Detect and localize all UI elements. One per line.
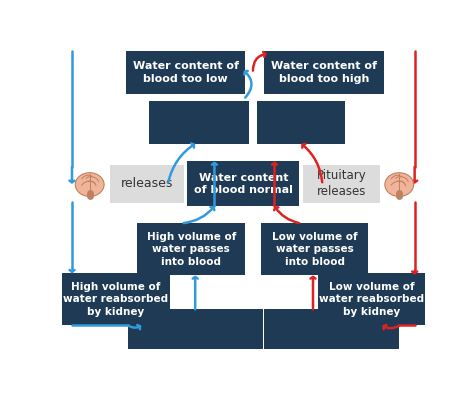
FancyBboxPatch shape bbox=[264, 309, 399, 349]
FancyBboxPatch shape bbox=[188, 162, 299, 206]
Text: Low volume of
water passes
into blood: Low volume of water passes into blood bbox=[272, 232, 357, 267]
FancyBboxPatch shape bbox=[126, 51, 245, 94]
Text: releases: releases bbox=[121, 177, 173, 190]
Text: Water content of
blood too low: Water content of blood too low bbox=[133, 61, 238, 84]
FancyBboxPatch shape bbox=[303, 165, 380, 203]
FancyBboxPatch shape bbox=[137, 223, 245, 276]
Ellipse shape bbox=[385, 173, 414, 196]
Text: High volume of
water passes
into blood: High volume of water passes into blood bbox=[146, 232, 236, 267]
FancyBboxPatch shape bbox=[261, 223, 368, 276]
FancyBboxPatch shape bbox=[319, 273, 425, 326]
FancyBboxPatch shape bbox=[264, 51, 384, 94]
FancyBboxPatch shape bbox=[110, 165, 183, 203]
FancyBboxPatch shape bbox=[257, 101, 346, 144]
Text: Low volume of
water reabsorbed
by kidney: Low volume of water reabsorbed by kidney bbox=[319, 282, 424, 317]
FancyBboxPatch shape bbox=[149, 101, 249, 144]
FancyBboxPatch shape bbox=[128, 309, 263, 349]
Text: Pituitary
releases: Pituitary releases bbox=[317, 169, 366, 198]
Text: Water content of
blood too high: Water content of blood too high bbox=[271, 61, 377, 84]
Text: Water content
of blood normal: Water content of blood normal bbox=[194, 173, 293, 195]
Text: High volume of
water reabsorbed
by kidney: High volume of water reabsorbed by kidne… bbox=[64, 282, 168, 317]
Ellipse shape bbox=[75, 173, 104, 196]
FancyBboxPatch shape bbox=[62, 273, 170, 326]
